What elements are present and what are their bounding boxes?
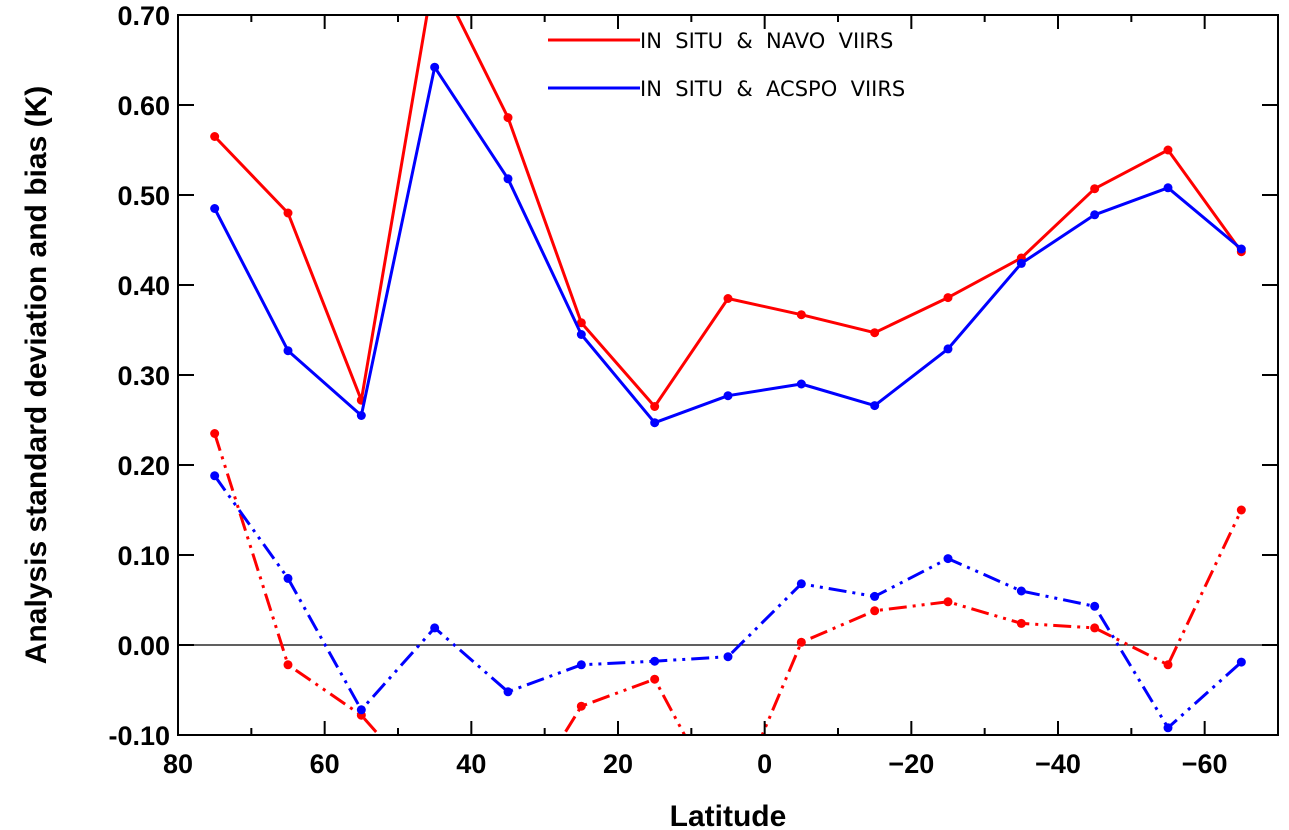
data-point [796,637,806,647]
x-tick-label: −40 [1035,749,1081,779]
data-point [1163,660,1173,670]
data-point [1163,145,1173,155]
data-point [503,113,513,123]
y-tick-label: 0.20 [117,451,170,481]
series-line [213,15,1243,408]
data-point [356,411,366,420]
data-point [283,660,293,670]
data-point [576,701,586,711]
y-tick-label: 0.50 [117,181,170,211]
data-point [870,606,880,616]
x-tick-label: −20 [888,749,934,779]
data-point [503,687,513,697]
data-point [430,62,440,72]
data-point [723,294,733,303]
data-point [943,344,953,354]
data-point [356,705,366,715]
data-point [210,429,220,438]
data-point [723,391,733,401]
data-point [723,652,733,662]
y-axis: -0.10 0.00 0.10 0.20 0.30 0.40 0.50 0.60 0.70 [108,1,1278,751]
data-point [796,310,806,320]
y-tick-label: 0.10 [117,541,170,571]
data-point [430,794,439,803]
data-point [430,623,440,633]
data-point [503,174,513,184]
data-point [1163,723,1173,733]
data-point [870,591,880,601]
data-point [210,204,220,213]
y-axis-label: Analysis standard deviation and bias (K) [20,86,53,664]
data-point [1236,244,1246,254]
data-point [283,346,293,356]
data-point [210,132,220,141]
data-point [1236,657,1246,667]
x-tick-label: −60 [1182,749,1228,779]
plot-frame [177,14,1279,736]
data-point [1163,183,1173,193]
legend-item: IN SITU & NAVO VIIRS [548,29,893,53]
data-point [576,318,586,328]
data-point [1236,505,1246,515]
data-point [650,418,660,428]
data-point [283,208,293,218]
series-layer [210,15,1246,830]
data-point [1090,210,1100,220]
data-point [1016,258,1026,268]
data-point [943,554,953,564]
data-point [870,401,880,411]
data-point [943,293,953,303]
y-tick-label: 0.40 [117,271,170,301]
data-point [576,330,586,339]
series-line [213,65,1243,425]
x-tick-label: 60 [310,749,340,779]
series-bias-3 [210,471,1246,733]
series-bias-2 [210,429,1246,830]
x-tick-label: 40 [456,749,486,779]
x-axis-label: Latitude [670,800,787,830]
x-axis: 80 60 40 20 0 −20 −40 −60 [163,15,1228,779]
series-std-1 [210,62,1246,428]
series-line [213,433,1243,735]
y-tick-label: 0.30 [117,361,170,391]
data-point [504,821,513,830]
y-tick-label: -0.10 [108,721,170,751]
y-tick-label: 0.70 [117,1,170,31]
data-point [870,328,880,338]
data-point [650,656,660,666]
legend-label: IN SITU & ACSPO VIIRS [640,77,905,101]
x-tick-label: 0 [757,749,772,779]
data-point [1016,586,1026,596]
data-point [650,674,660,684]
data-point [1016,618,1026,628]
data-point [1090,601,1100,611]
data-point [210,471,220,481]
series-std-0 [210,15,1246,411]
x-tick-label: 20 [603,749,633,779]
data-point [796,579,806,589]
series-line [213,474,1243,730]
data-point [796,379,806,389]
legend-item: IN SITU & ACSPO VIIRS [548,77,905,101]
data-point [1090,623,1100,633]
data-point [1090,184,1100,194]
data-point [650,402,660,411]
data-point [283,573,293,583]
data-point [943,597,953,607]
y-tick-label: 0.00 [117,631,170,661]
legend: IN SITU & NAVO VIIRS IN SITU & ACSPO VIIR… [548,29,905,101]
x-tick-label: 80 [163,749,193,779]
y-tick-label: 0.60 [117,91,170,121]
data-point [576,660,586,670]
legend-label: IN SITU & NAVO VIIRS [640,29,893,53]
